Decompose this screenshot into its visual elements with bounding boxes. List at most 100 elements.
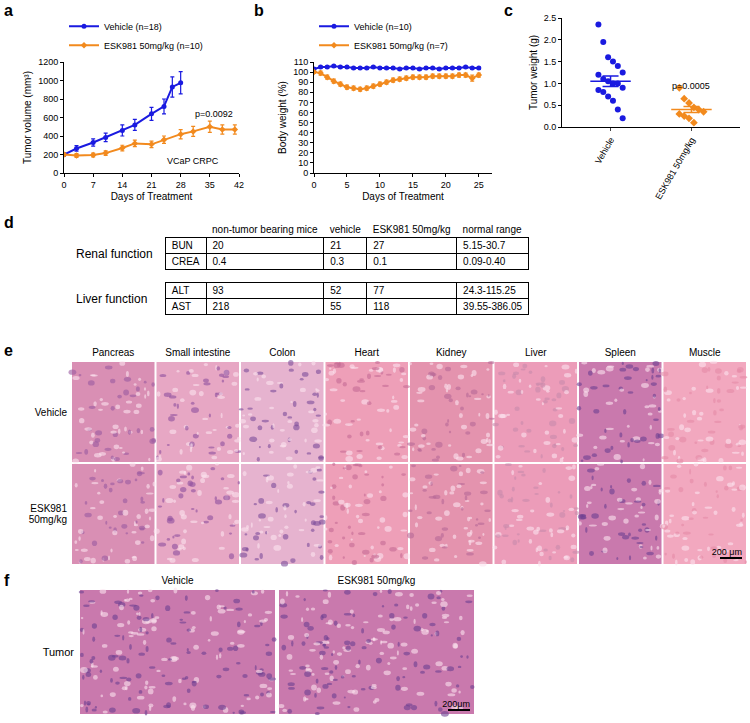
html-text:118: 118 (373, 301, 390, 312)
svg-text:Colon: Colon (269, 347, 295, 358)
svg-text:0: 0 (61, 180, 66, 190)
svg-text:Tumor volume (mm³): Tumor volume (mm³) (22, 71, 33, 164)
svg-text:p=0.0092: p=0.0092 (195, 109, 233, 119)
svg-text:600: 600 (43, 113, 58, 123)
html-text:Renal function: Renal function (76, 246, 153, 261)
svg-text:14: 14 (117, 180, 127, 190)
svg-text:2.0: 2.0 (544, 35, 557, 45)
svg-text:Tumor: Tumor (43, 646, 75, 658)
html-text:vehicle: vehicle (329, 224, 361, 235)
html-text:27: 27 (373, 240, 385, 251)
html-text:52: 52 (330, 285, 342, 296)
svg-text:0.0: 0.0 (544, 122, 557, 132)
html-text:e: e (4, 342, 13, 359)
svg-text:1.5: 1.5 (544, 57, 557, 67)
svg-text:70: 70 (298, 98, 308, 108)
svg-text:40: 40 (298, 128, 308, 138)
svg-text:Vehicle: Vehicle (593, 136, 616, 166)
html-text:b: b (254, 2, 264, 19)
svg-text:Kidney: Kidney (436, 347, 467, 358)
svg-text:200: 200 (43, 150, 58, 160)
html-text:non-tumor bearing mice: non-tumor bearing mice (212, 224, 318, 235)
svg-text:50: 50 (298, 118, 308, 128)
svg-text:1.0: 1.0 (544, 79, 557, 89)
svg-text:Days of Treatment: Days of Treatment (111, 191, 193, 202)
html-text:ALT: ALT (171, 285, 190, 296)
svg-text:Body weight (%): Body weight (%) (277, 81, 288, 154)
svg-text:Vehicle (n=10): Vehicle (n=10) (354, 22, 412, 32)
svg-text:Liver: Liver (525, 347, 547, 358)
html-text:24.3-115.25: 24.3-115.25 (463, 285, 516, 296)
html-text:Liver function: Liver function (76, 291, 148, 306)
html-text:0.3: 0.3 (330, 256, 344, 267)
html-text:0.4: 0.4 (212, 256, 227, 267)
svg-text:21: 21 (146, 180, 156, 190)
html-text:21: 21 (330, 240, 342, 251)
html-text:0.09-0.40: 0.09-0.40 (463, 256, 506, 267)
html-text:20: 20 (212, 240, 224, 251)
html-text:ESK981 50mg/kg: ESK981 50mg/kg (372, 224, 451, 235)
svg-text:20: 20 (441, 180, 451, 190)
svg-text:800: 800 (43, 94, 58, 104)
svg-text:20: 20 (298, 148, 308, 158)
html-text:CREA: CREA (171, 256, 200, 267)
svg-text:15: 15 (408, 180, 418, 190)
svg-text:Vehicle: Vehicle (35, 407, 68, 418)
html-text:d: d (4, 214, 14, 231)
svg-text:Vehicle (n=18): Vehicle (n=18) (104, 22, 162, 32)
html-text:f: f (4, 572, 10, 589)
svg-text:100: 100 (293, 67, 308, 77)
svg-text:Pancreas: Pancreas (92, 347, 134, 358)
svg-text:ESK981 50mg/kg: ESK981 50mg/kg (338, 575, 416, 586)
svg-text:Spleen: Spleen (605, 347, 636, 358)
svg-text:Muscle: Muscle (689, 347, 721, 358)
svg-text:ESK981 50mg/kg (n=10): ESK981 50mg/kg (n=10) (104, 41, 203, 51)
svg-text:ESK981: ESK981 (30, 503, 67, 514)
html-text:93: 93 (212, 285, 224, 296)
svg-text:0: 0 (311, 180, 316, 190)
html-text:0.1: 0.1 (373, 256, 388, 267)
html-text:normal range: normal range (462, 224, 522, 235)
svg-text:10: 10 (298, 158, 308, 168)
svg-text:28: 28 (176, 180, 186, 190)
svg-text:Heart: Heart (355, 347, 380, 358)
html-text:5.15-30.7: 5.15-30.7 (463, 240, 506, 251)
html-text:218: 218 (212, 301, 230, 312)
svg-text:Vehicle: Vehicle (161, 575, 194, 586)
svg-text:1000: 1000 (38, 76, 58, 86)
svg-text:30: 30 (298, 138, 308, 148)
html-text:77: 77 (373, 285, 385, 296)
svg-text:1200: 1200 (38, 57, 58, 67)
svg-text:90: 90 (298, 77, 308, 87)
svg-text:400: 400 (43, 131, 58, 141)
svg-text:200μm: 200μm (442, 699, 470, 709)
svg-text:ESK981 50mg/kg: ESK981 50mg/kg (653, 136, 697, 202)
svg-text:200 μm: 200 μm (712, 547, 742, 557)
html-text:39.55-386.05: 39.55-386.05 (463, 301, 522, 312)
svg-text:VCaP CRPC: VCaP CRPC (167, 156, 219, 166)
html-text:BUN: BUN (171, 240, 193, 251)
html-text:a: a (4, 2, 13, 19)
svg-text:7: 7 (91, 180, 96, 190)
svg-text:2.5: 2.5 (544, 13, 557, 23)
svg-text:ESK981 50mg/kg (n=7): ESK981 50mg/kg (n=7) (354, 41, 448, 51)
svg-text:10: 10 (375, 180, 385, 190)
svg-text:35: 35 (205, 180, 215, 190)
svg-text:42: 42 (234, 180, 244, 190)
svg-text:60: 60 (298, 108, 308, 118)
svg-text:5: 5 (344, 180, 349, 190)
html-text:55: 55 (330, 301, 342, 312)
svg-text:50mg/kg: 50mg/kg (29, 514, 67, 525)
svg-text:Days of Treatment: Days of Treatment (362, 191, 444, 202)
svg-text:110: 110 (294, 57, 308, 67)
svg-text:80: 80 (298, 87, 308, 97)
svg-text:0.5: 0.5 (544, 100, 557, 110)
svg-text:Tumor weight (g): Tumor weight (g) (528, 35, 539, 110)
html-text:c: c (504, 2, 513, 19)
html-text:AST: AST (171, 301, 192, 312)
svg-text:0: 0 (303, 168, 308, 178)
svg-text:p=0.0005: p=0.0005 (672, 81, 710, 91)
svg-text:Small intestine: Small intestine (165, 347, 230, 358)
svg-text:25: 25 (474, 180, 484, 190)
svg-text:0: 0 (53, 168, 58, 178)
